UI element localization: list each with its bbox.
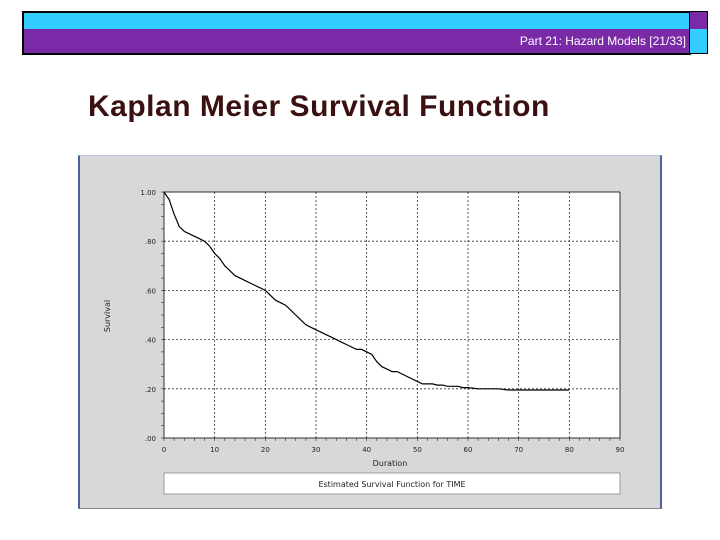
ticks: 0 10 20 30 40 50 60 70 80 90 .00 .20 .40 .60 .80 1.00 <box>140 189 624 454</box>
legend-text: Estimated Survival Function for TIME <box>318 480 465 489</box>
slide-title: Kaplan Meier Survival Function <box>88 90 550 123</box>
x-tick-label: 0 <box>162 446 166 454</box>
plot-area <box>164 192 620 438</box>
y-axis-label: Survival <box>103 300 112 332</box>
x-tick-label: 60 <box>464 446 473 454</box>
plot-frame <box>163 191 621 439</box>
y-tick-label: .80 <box>145 238 156 246</box>
part-label: Part 21: Hazard Models [21/33] <box>519 34 686 48</box>
y-tick-label: 1.00 <box>140 189 156 197</box>
x-tick-label: 80 <box>565 446 574 454</box>
x-tick-label: 30 <box>312 446 321 454</box>
y-tick-label: .60 <box>145 287 156 295</box>
legend-box <box>163 472 621 495</box>
survival-curve <box>163 191 570 391</box>
slide-header-bar: Part 21: Hazard Models [21/33] <box>22 29 691 55</box>
x-tick-label: 40 <box>362 446 371 454</box>
x-axis-label: Duration <box>373 459 408 468</box>
x-tick-label: 50 <box>413 446 422 454</box>
x-tick-label: 90 <box>616 446 625 454</box>
x-tick-label: 70 <box>514 446 523 454</box>
corner-block-bottom <box>689 29 708 54</box>
grid <box>164 192 620 438</box>
y-tick-label: .20 <box>145 386 156 394</box>
x-tick-label: 10 <box>210 446 219 454</box>
y-tick-label: .40 <box>145 337 156 345</box>
y-tick-label: .00 <box>145 435 156 443</box>
x-tick-label: 20 <box>261 446 270 454</box>
